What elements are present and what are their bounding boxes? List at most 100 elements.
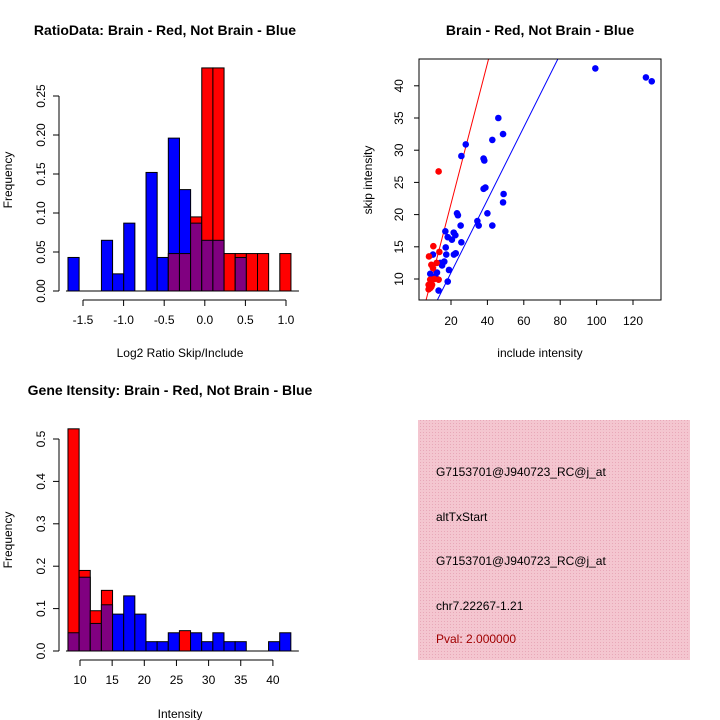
bar-overlap <box>67 632 80 652</box>
point-not-brain <box>481 157 488 164</box>
point-not-brain <box>499 199 507 206</box>
x-tick-label: 25 <box>170 673 184 687</box>
y-axis-label: Frequency <box>1 512 15 569</box>
chart-title: Gene Itensity: Brain - Red, Not Brain - … <box>28 382 313 398</box>
bar-not-brain <box>134 613 147 652</box>
genomic-location: chr7.22267-1.21 <box>436 599 524 613</box>
y-tick-label: 15 <box>392 240 406 254</box>
x-tick-label: 20 <box>444 314 458 328</box>
point-not-brain <box>442 251 450 258</box>
point-brain <box>436 248 443 256</box>
ratio-histogram: RatioData: Brain - Red, Not Brain - Blue… <box>1 22 299 360</box>
x-axis-label: Log2 Ratio Skip/Include <box>117 346 244 360</box>
bar-not-brain <box>156 256 169 292</box>
bar-brain <box>245 253 259 292</box>
x-tick-label: 0.5 <box>237 313 254 327</box>
bar-not-brain <box>100 239 114 292</box>
y-tick-label: 35 <box>392 111 406 125</box>
x-axis-label: Intensity <box>158 707 203 720</box>
point-not-brain <box>499 130 507 138</box>
bar-not-brain <box>190 632 203 652</box>
point-not-brain <box>442 228 449 235</box>
point-brain <box>428 283 435 291</box>
x-tick-label: 80 <box>554 314 568 328</box>
y-tick-label: 0.10 <box>34 201 48 225</box>
fit-line-blue <box>436 59 559 300</box>
x-tick-label: 40 <box>481 314 495 328</box>
bar-not-brain <box>167 632 180 652</box>
x-tick-label: -1.0 <box>113 313 134 327</box>
point-not-brain <box>442 244 450 251</box>
point-not-brain <box>444 278 452 285</box>
bar-not-brain <box>123 595 136 652</box>
bar-not-brain <box>279 632 292 652</box>
plot-area <box>425 59 656 300</box>
point-not-brain <box>484 210 491 217</box>
chart-title: Brain - Red, Not Brain - Blue <box>446 22 634 38</box>
x-tick-label: 100 <box>587 314 607 328</box>
x-axis-label: include intensity <box>497 346 582 360</box>
pval-text: Pval: 2.000000 <box>436 632 516 646</box>
point-not-brain <box>475 222 482 229</box>
point-brain <box>425 253 433 260</box>
bar-brain <box>67 428 80 652</box>
x-tick-label: 60 <box>517 314 531 328</box>
y-tick-label: 0.1 <box>34 600 48 617</box>
y-tick-label: 0.15 <box>34 162 48 186</box>
point-brain <box>429 264 437 272</box>
point-not-brain <box>450 251 458 258</box>
point-not-brain <box>435 287 442 294</box>
bar-brain <box>279 253 292 292</box>
bar-not-brain <box>268 641 281 652</box>
point-not-brain <box>480 185 487 193</box>
bar-brain <box>257 253 270 292</box>
bar-not-brain <box>156 641 169 652</box>
y-tick-label: 25 <box>392 175 406 189</box>
info-panel: G7153701@J940723_RC@j_at altTxStart G715… <box>418 420 690 660</box>
x-tick-label: 40 <box>266 673 280 687</box>
y-tick-label: 0.25 <box>34 84 48 108</box>
x-tick-label: 10 <box>73 673 87 687</box>
y-tick-label: 0.4 <box>34 473 48 490</box>
y-tick-label: 40 <box>392 79 406 93</box>
point-not-brain <box>454 211 462 219</box>
y-tick-label: 0.20 <box>34 123 48 147</box>
probe-id-repeat: G7153701@J940723_RC@j_at <box>436 554 606 568</box>
bar-not-brain <box>123 222 136 292</box>
bar-not-brain <box>112 613 125 652</box>
point-not-brain <box>457 222 464 229</box>
bar-not-brain <box>145 641 158 652</box>
bar-overlap <box>178 253 192 292</box>
point-not-brain <box>445 266 453 274</box>
x-tick-label: 1.0 <box>278 313 295 327</box>
y-axis-label: skip intensity <box>361 146 375 215</box>
y-tick-label: 0.05 <box>34 240 48 264</box>
fit-line-red <box>425 59 490 300</box>
x-tick-label: -0.5 <box>154 313 175 327</box>
bar-brain <box>178 630 192 652</box>
probe-id: G7153701@J940723_RC@j_at <box>436 465 606 479</box>
y-tick-label: 0.3 <box>34 515 48 532</box>
x-tick-label: 15 <box>105 673 119 687</box>
point-brain <box>426 276 434 283</box>
point-not-brain <box>500 190 507 198</box>
y-tick-label: 0.0 <box>34 642 48 659</box>
point-not-brain <box>452 231 459 239</box>
point-not-brain <box>462 141 470 148</box>
point-brain <box>435 276 442 283</box>
x-tick-label: 30 <box>202 673 216 687</box>
bar-not-brain <box>112 273 125 292</box>
point-not-brain <box>495 114 502 122</box>
y-tick-label: 0.00 <box>34 279 48 303</box>
point-not-brain <box>458 152 465 160</box>
point-not-brain <box>426 270 434 278</box>
x-tick-label: 35 <box>234 673 248 687</box>
point-not-brain <box>458 238 465 246</box>
bar-overlap <box>234 256 247 292</box>
point-not-brain <box>489 136 496 144</box>
x-tick-label: 20 <box>138 673 152 687</box>
chart-title: RatioData: Brain - Red, Not Brain - Blue <box>34 22 296 38</box>
bar-overlap <box>78 576 91 652</box>
y-tick-label: 0.5 <box>34 430 48 447</box>
